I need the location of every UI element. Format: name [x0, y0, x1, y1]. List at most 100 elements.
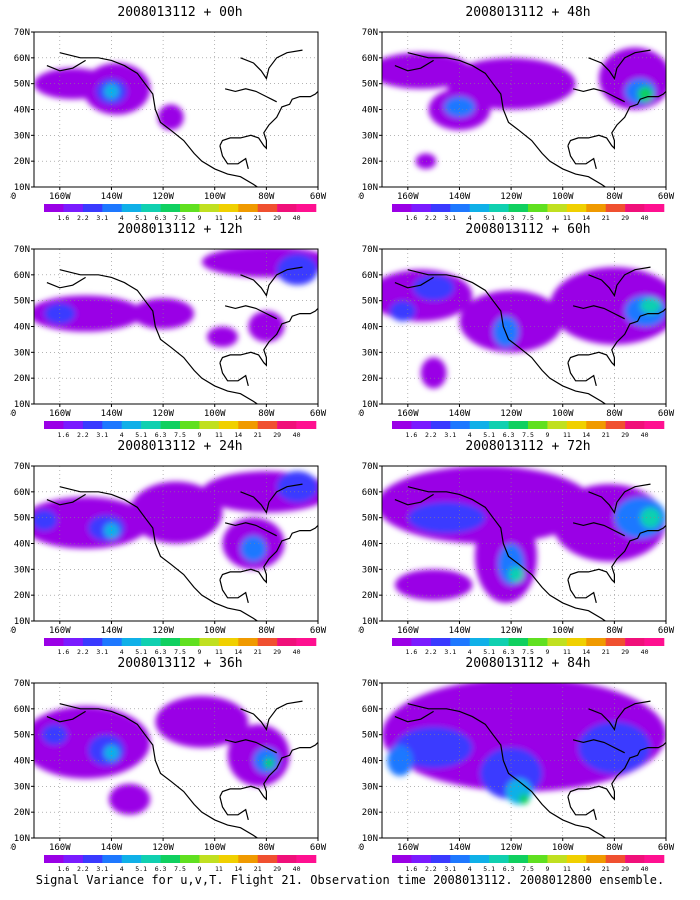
lon-tick-label: 100W: [552, 409, 574, 419]
colorbar-label: 29: [273, 214, 281, 220]
lon-tick-label: 80W: [258, 192, 275, 202]
colorbar-swatch: [180, 638, 200, 646]
colorbar-swatch: [277, 855, 297, 863]
variance-contour: [415, 153, 437, 169]
colorbar-swatch: [528, 421, 548, 429]
lat-tick-label: 60N: [362, 271, 378, 281]
colorbar-label: 4: [120, 648, 124, 654]
colorbar-swatch: [411, 421, 432, 429]
coastline: [567, 362, 597, 387]
colorbar-label: 29: [621, 648, 629, 654]
colorbar-label: 21: [254, 648, 262, 654]
variance-contour: [389, 300, 416, 322]
lat-tick-label: 20N: [362, 374, 378, 384]
colorbar-label: 6.3: [503, 648, 515, 654]
colorbar-swatch: [644, 421, 665, 429]
lon-tick-label: 140W: [449, 192, 471, 202]
colorbar-label: 9: [545, 431, 549, 437]
colorbar-label: 2.2: [77, 865, 89, 871]
colorbar-swatch: [469, 638, 490, 646]
colorbar-swatch: [566, 204, 587, 212]
coastline: [394, 493, 434, 506]
colorbar-swatch: [605, 421, 626, 429]
variance-contour: [34, 509, 58, 531]
lon-tick-label: 120W: [500, 409, 522, 419]
panel-title: 2008013112 + 00h: [117, 5, 243, 20]
variance-contour: [276, 254, 318, 286]
colorbar-swatch: [605, 204, 626, 212]
colorbar-label: 11: [563, 865, 571, 871]
lat-tick-label: 50N: [362, 731, 378, 741]
lat-tick-label: 30N: [362, 565, 378, 575]
colorbar-swatch: [586, 855, 607, 863]
coastline: [588, 266, 651, 297]
lon-tick-label: 120W: [500, 192, 522, 202]
map-panel: 2008013112 + 60h 10N 20N 30N 40N 50N 60N 70N 180…: [358, 222, 698, 437]
lon-tick-label: 140W: [101, 626, 123, 636]
colorbar-swatch: [199, 638, 220, 646]
variance-contour: [157, 104, 184, 131]
coastline: [572, 739, 625, 754]
colorbar-swatch: [508, 421, 529, 429]
colorbar-label: 6.3: [503, 214, 515, 220]
variance-contour: [443, 96, 475, 118]
colorbar-label: 29: [621, 431, 629, 437]
lon-tick-label: 160W: [49, 626, 71, 636]
lat-tick-label: 10N: [362, 617, 378, 627]
colorbar-label: 40: [641, 648, 649, 654]
colorbar-label: 1.6: [406, 648, 418, 654]
lat-tick-label: 20N: [362, 591, 378, 601]
colorbar-swatch: [277, 204, 297, 212]
coastline: [219, 741, 318, 801]
colorbar-swatch: [547, 638, 568, 646]
lat-tick-label: 70N: [14, 245, 30, 255]
colorbar-label: 14: [234, 214, 242, 220]
colorbar-label: 29: [621, 214, 629, 220]
colorbar-swatch: [644, 855, 665, 863]
coastline: [59, 486, 259, 621]
colorbar-label: 2.2: [77, 214, 89, 220]
colorbar-label: 29: [621, 865, 629, 871]
colorbar-label: 29: [273, 431, 281, 437]
colorbar-swatch: [44, 421, 64, 429]
lat-tick-label: 10N: [362, 400, 378, 410]
lon-tick-label: 60W: [658, 843, 675, 853]
map-panel: 2008013112 + 12h 10N 20N 30N 40N 50N 60N 70N 180…: [10, 222, 350, 437]
variance-contour: [420, 357, 447, 389]
lon-tick-label: 140W: [101, 843, 123, 853]
colorbar-label: 14: [582, 431, 590, 437]
lon-tick-label: 160W: [397, 192, 419, 202]
lon-tick-label: 100W: [204, 626, 226, 636]
colorbar-label: 5.1: [483, 214, 495, 220]
colorbar-label: 11: [215, 214, 223, 220]
colorbar-label: 14: [582, 648, 590, 654]
colorbar-label: 2.2: [425, 431, 437, 437]
lon-tick-label: 60W: [658, 626, 675, 636]
colorbar-label: 5.1: [483, 865, 495, 871]
coastline: [224, 88, 277, 103]
colorbar-label: 2.2: [77, 431, 89, 437]
coastline: [219, 362, 249, 387]
colorbar-swatch: [586, 421, 607, 429]
colorbar-label: 4: [468, 214, 472, 220]
colorbar-label: 3.1: [96, 865, 108, 871]
coastline: [240, 266, 303, 297]
colorbar-label: 40: [641, 214, 649, 220]
colorbar-label: 1.6: [406, 431, 418, 437]
coastline: [394, 276, 434, 289]
lon-tick-label: 60W: [310, 843, 327, 853]
colorbar-swatch: [238, 421, 259, 429]
colorbar-label: 5.1: [135, 648, 147, 654]
colorbar-swatch: [199, 204, 220, 212]
coastline: [59, 703, 259, 838]
coastline: [572, 305, 625, 320]
colorbar-swatch: [450, 204, 471, 212]
colorbar-label: 7.5: [174, 214, 186, 220]
colorbar-swatch: [489, 855, 509, 863]
colorbar-swatch: [121, 421, 142, 429]
lon-tick-label: 180: [10, 843, 16, 853]
lon-tick-label: 140W: [101, 192, 123, 202]
colorbar-swatch: [605, 855, 626, 863]
colorbar-swatch: [411, 855, 432, 863]
lat-tick-label: 50N: [14, 297, 30, 307]
